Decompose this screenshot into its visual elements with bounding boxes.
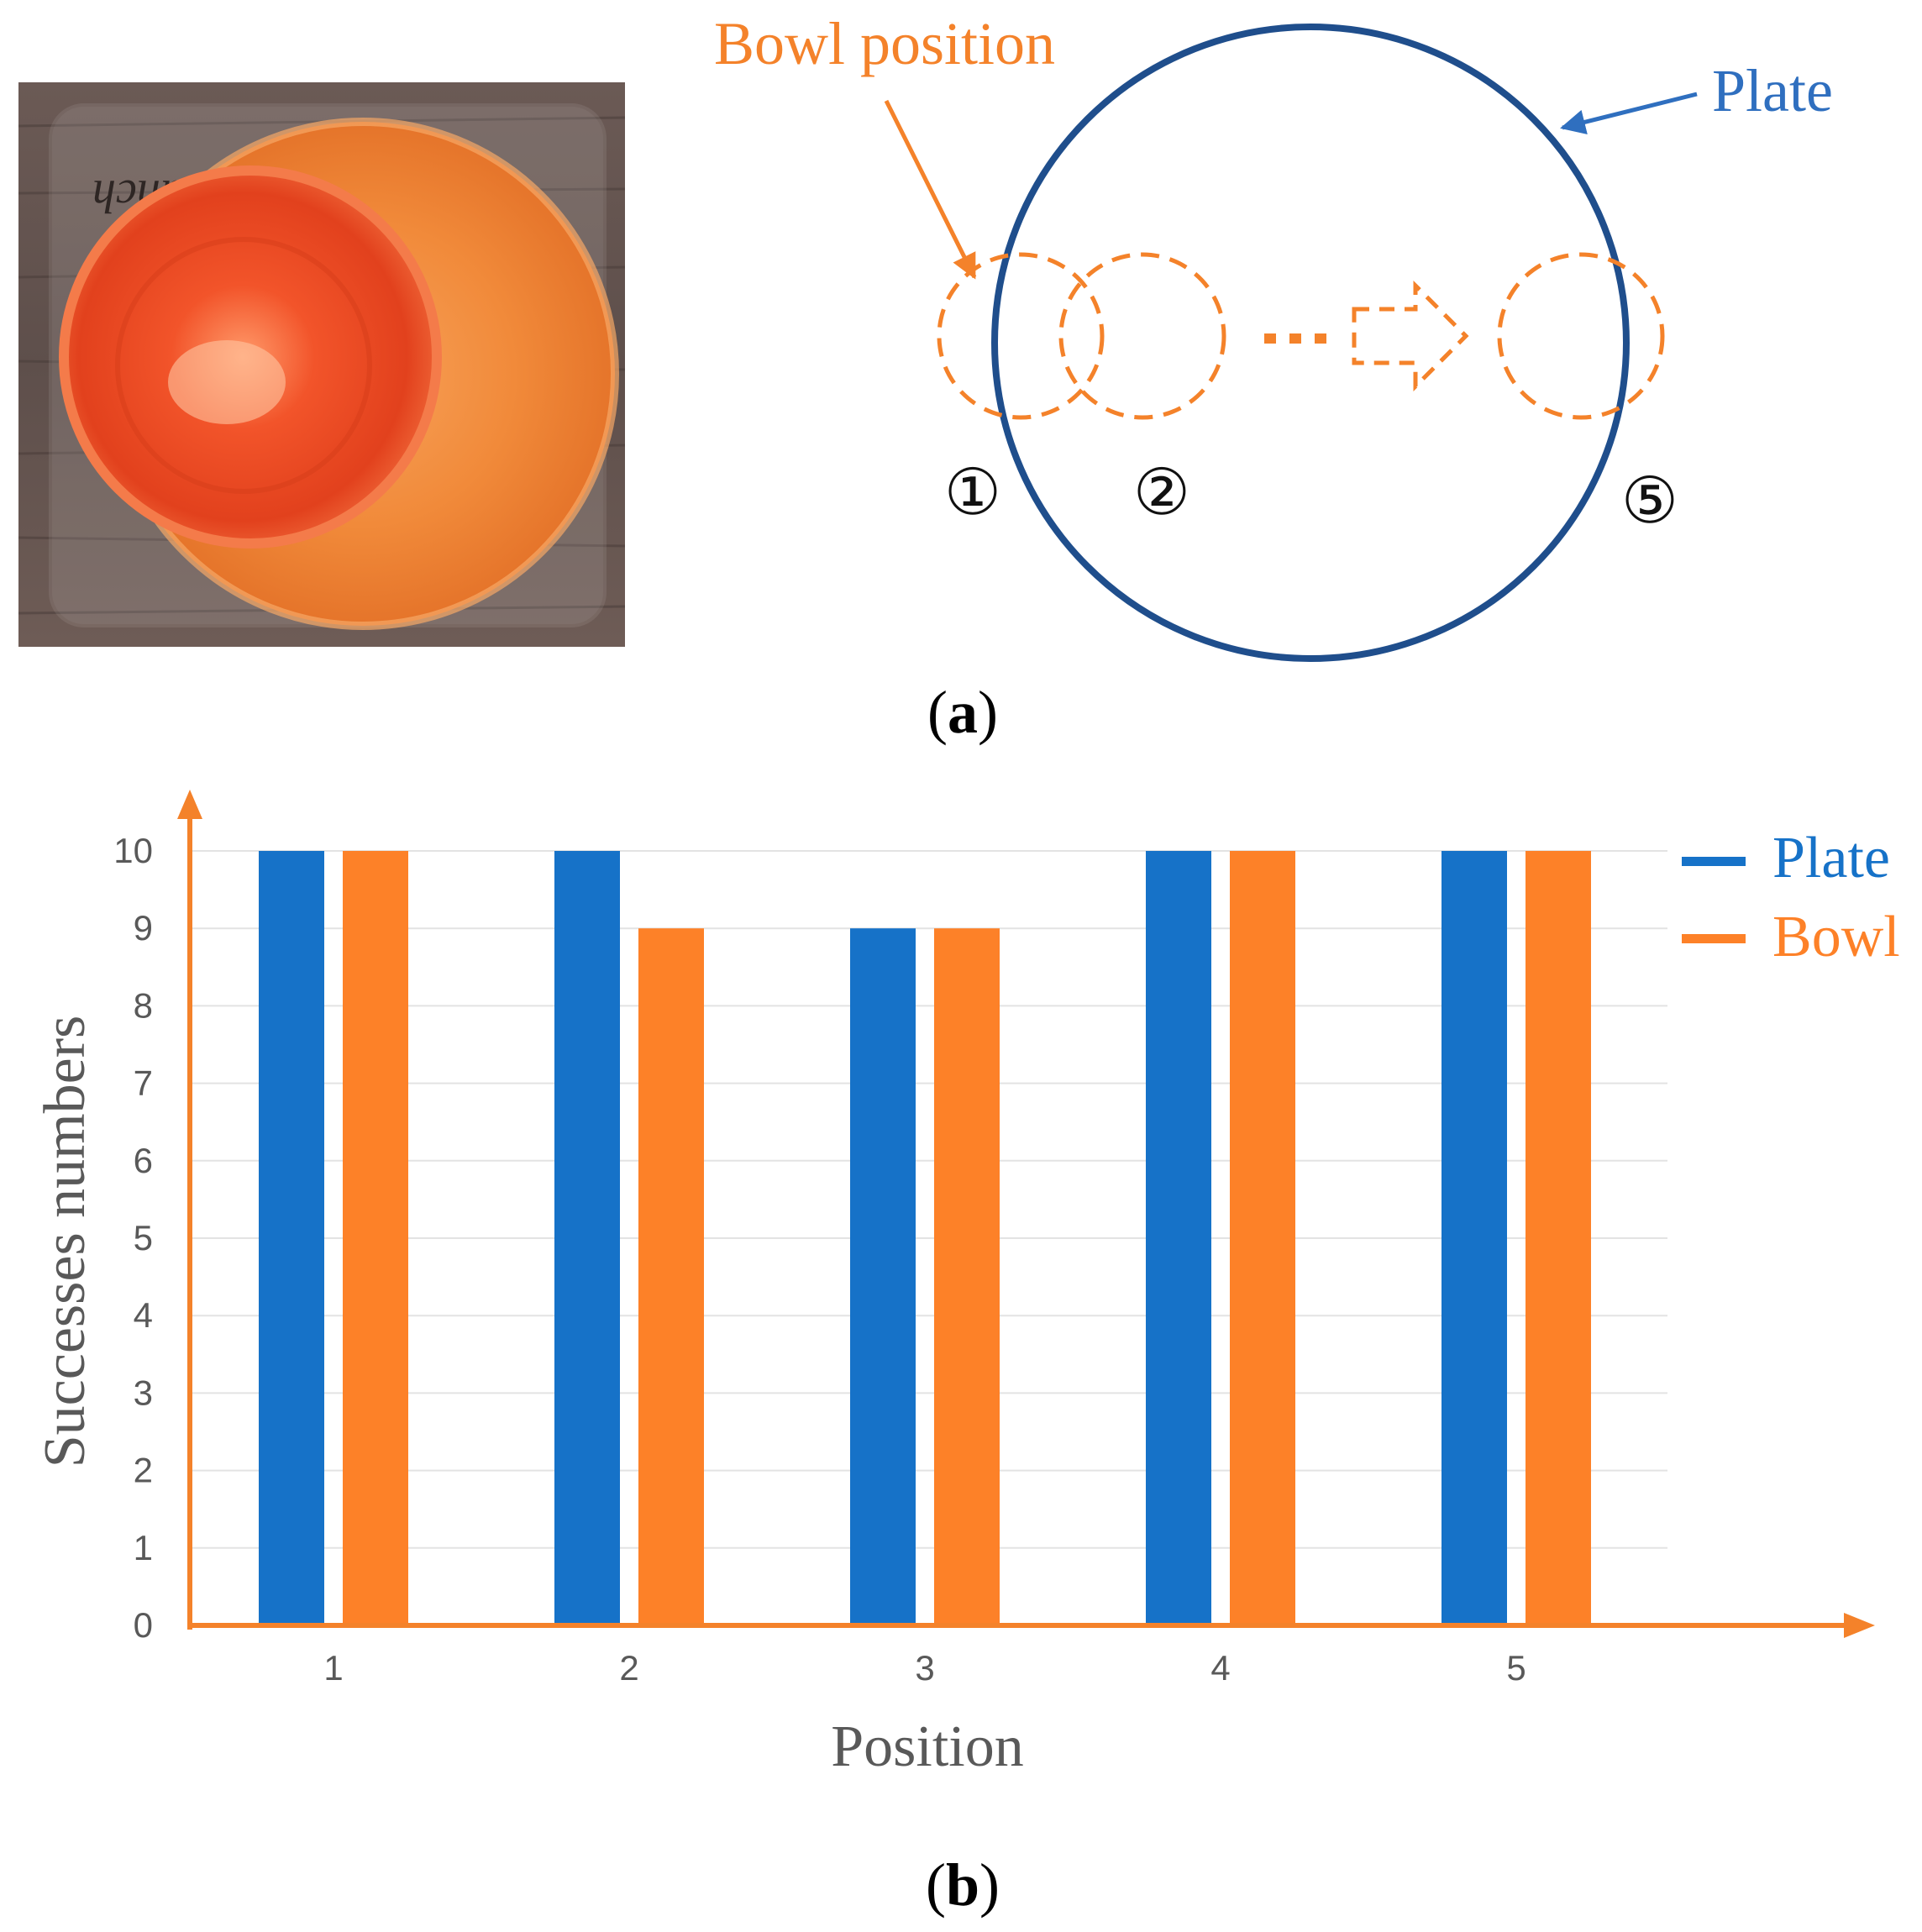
x-tick-label: 3: [915, 1648, 934, 1688]
bar-bowl-position-2: [638, 928, 704, 1625]
legend-swatch-bowl: [1682, 934, 1746, 943]
legend-swatch-plate: [1682, 857, 1746, 866]
legend-label-plate: Plate: [1772, 826, 1890, 890]
y-tick-label: 3: [134, 1373, 153, 1412]
bowl-position-pointer: [884, 99, 977, 280]
position-marker-5: ⑤: [1621, 466, 1678, 537]
ellipsis-dots: [1264, 333, 1326, 344]
bowl-position-1: [937, 252, 1105, 420]
y-tick-label: 10: [113, 831, 153, 870]
position-marker-1: ①: [944, 458, 1001, 528]
y-axis-arrow-icon: [177, 790, 202, 819]
bar-bowl-position-4: [1230, 851, 1295, 1625]
bar-plate-position-5: [1442, 851, 1507, 1625]
x-axis-arrow-icon: [1844, 1613, 1875, 1638]
y-tick-label: 7: [134, 1063, 153, 1103]
x-tick-labels: 1 2 3 4 5: [323, 1648, 1526, 1688]
x-tick-label: 1: [323, 1648, 343, 1688]
bar-bowl-position-3: [934, 928, 1000, 1625]
bar-plate-position-1: [259, 851, 324, 1625]
y-axis-title: Successes numbers: [33, 1016, 97, 1468]
legend: Plate Bowl: [1682, 826, 1900, 969]
bar-plate-position-2: [554, 851, 620, 1625]
y-tick-labels: 0 1 2 3 4 5 6 7 8 9 10: [113, 831, 153, 1645]
plate-pointer: [1560, 92, 1698, 135]
x-tick-label: 2: [619, 1648, 638, 1688]
position-marker-2: ②: [1133, 458, 1190, 528]
bowl-plate-photo: Lunch: [18, 82, 626, 647]
bowl-position-2: [1058, 252, 1226, 420]
x-tick-label: 4: [1210, 1648, 1230, 1688]
success-bar-chart: 0 1 2 3 4 5 6 7 8 9 10 1 2 3 4 5 Successes numbers Pos…: [33, 790, 1900, 1779]
y-tick-label: 1: [134, 1528, 153, 1567]
caption-b: (b): [926, 1851, 1000, 1919]
y-tick-label: 2: [134, 1451, 153, 1490]
bowl-position-diagram: Bowl position Plate ① ② ⑤: [714, 10, 1833, 662]
y-tick-label: 6: [134, 1141, 153, 1180]
bar-plate-position-4: [1146, 851, 1211, 1625]
bowl-position-label: Bowl position: [714, 10, 1055, 77]
y-tick-label: 0: [134, 1605, 153, 1645]
bar-plate-position-3: [850, 928, 916, 1625]
y-tick-label: 8: [134, 985, 153, 1025]
y-tick-label: 4: [134, 1295, 153, 1335]
x-tick-label: 5: [1506, 1648, 1526, 1688]
bar-bowl-position-5: [1526, 851, 1591, 1625]
bowl-position-5: [1497, 252, 1665, 420]
move-arrow-icon: [1352, 280, 1469, 392]
legend-label-bowl: Bowl: [1772, 905, 1900, 969]
bar-bowl-position-1: [343, 851, 408, 1625]
y-tick-label: 9: [134, 908, 153, 948]
caption-a: (a): [927, 679, 998, 746]
gridlines: [190, 850, 1667, 1549]
y-tick-label: 5: [134, 1218, 153, 1257]
x-axis-title: Position: [831, 1714, 1024, 1779]
plate-circle: [991, 24, 1630, 662]
bars: [259, 851, 1591, 1625]
plate-label: Plate: [1712, 57, 1833, 124]
